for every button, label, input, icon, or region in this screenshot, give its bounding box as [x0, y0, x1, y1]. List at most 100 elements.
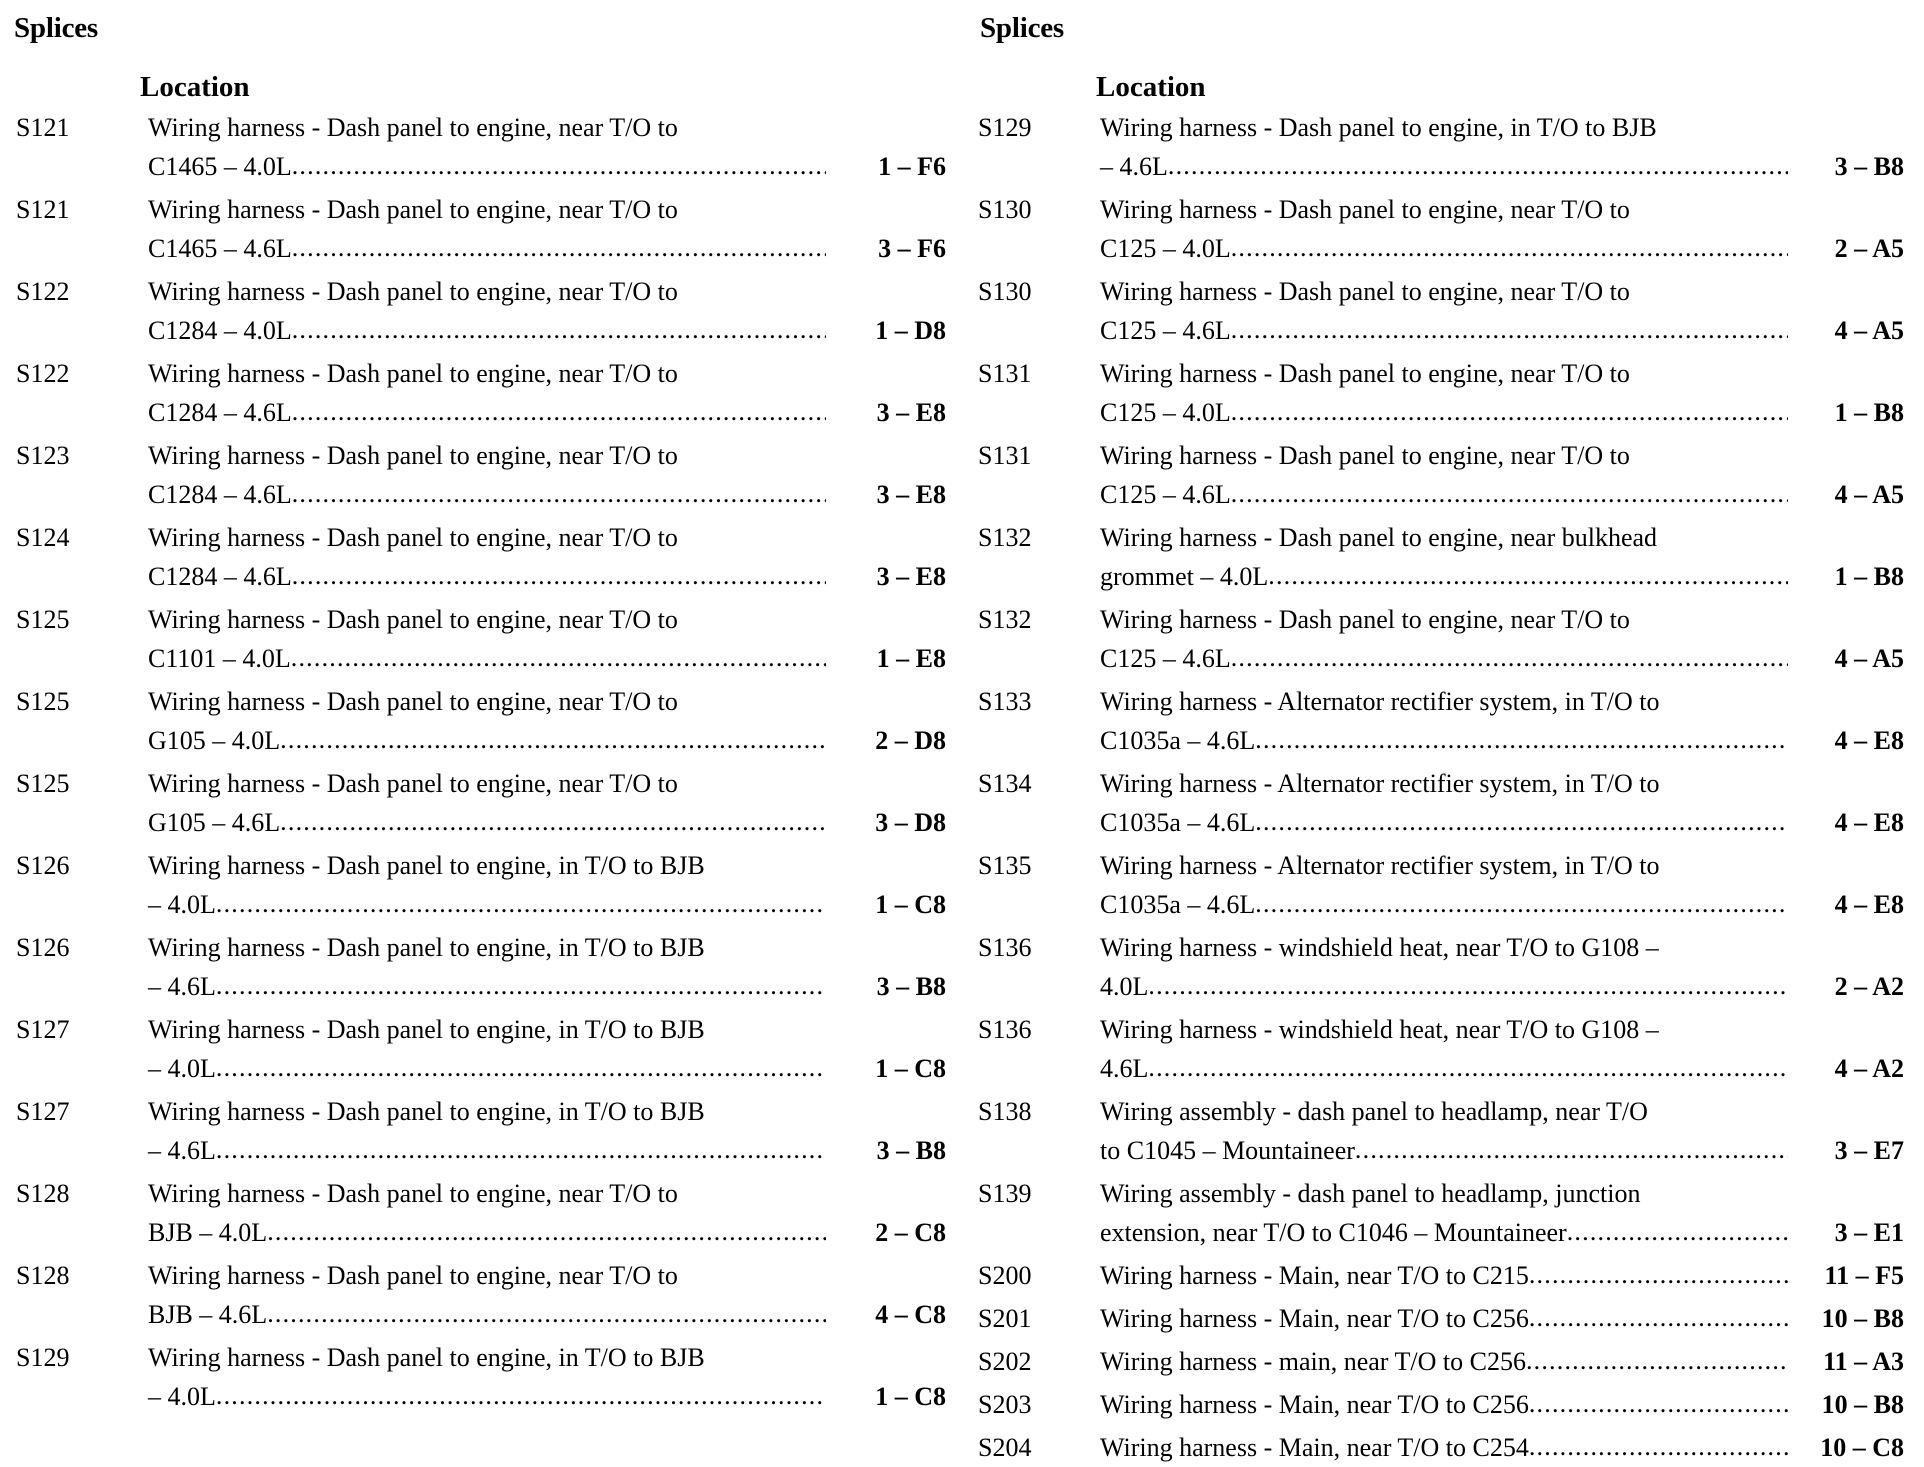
splice-entry-row: S138 Wiring assembly - dash panel to head…	[974, 1092, 1904, 1170]
splice-description-tail: C1465 – 4.0L	[148, 152, 292, 181]
splice-description-line: Wiring harness - Dash panel to engine, i…	[148, 1015, 705, 1044]
splice-description: Wiring harness - Dash panel to engine, n…	[148, 600, 826, 678]
splice-description-line: Wiring harness - Dash panel to engine, n…	[148, 523, 678, 552]
splice-description-tail-row: C1465 – 4.6L............................…	[148, 229, 826, 268]
splice-description-line: Wiring harness - Dash panel to engine, n…	[148, 277, 678, 306]
splice-description-tail-row: 4.0L....................................…	[1100, 967, 1788, 1006]
splice-code: S135	[978, 851, 1032, 880]
splice-entry-row: S200 Wiring harness - Main, near T/O to C…	[974, 1256, 1904, 1295]
dot-leader: ........................................…	[1528, 1432, 1788, 1461]
section-title-splices-right: Splices	[980, 12, 1064, 44]
splice-description: Wiring harness - Dash panel to engine, i…	[148, 1092, 826, 1170]
splice-code: S122	[16, 359, 70, 388]
splice-entry-row: S204 Wiring harness - Main, near T/O to C…	[974, 1428, 1904, 1467]
page-grid-reference: 4 – E8	[1834, 890, 1904, 919]
splice-entry-row: S126 Wiring harness - Dash panel to engin…	[8, 928, 946, 1006]
splice-description: Wiring harness - windshield heat, near T…	[1100, 928, 1788, 1006]
splice-description-tail-row: BJB – 4.0L..............................…	[148, 1213, 826, 1252]
splice-description-tail-row: C1101 – 4.0L............................…	[148, 639, 826, 678]
splice-description: Wiring harness - Dash panel to engine, n…	[148, 682, 826, 760]
page-grid-reference: 3 – E7	[1834, 1136, 1904, 1165]
splice-code: S129	[16, 1343, 70, 1372]
dot-leader: ........................................…	[215, 1053, 826, 1082]
splice-entry-row: S128 Wiring harness - Dash panel to engin…	[8, 1256, 946, 1334]
splice-code: S122	[16, 277, 70, 306]
dot-leader: ........................................…	[1230, 479, 1788, 508]
splice-description-tail-row: C1284 – 4.0L............................…	[148, 311, 826, 350]
splice-description: Wiring harness - windshield heat, near T…	[1100, 1010, 1788, 1088]
dot-leader: ........................................…	[1528, 1389, 1788, 1418]
splice-code: S121	[16, 113, 70, 142]
splice-description-tail-row: – 4.6L..................................…	[1100, 147, 1788, 186]
splice-entry-list-left: S121 Wiring harness - Dash panel to engin…	[8, 108, 946, 1416]
splice-entry-row: S131 Wiring harness - Dash panel to engin…	[974, 436, 1904, 514]
splice-description-tail-row: Wiring harness - Main, near T/O to C215 …	[1100, 1256, 1788, 1295]
splices-column-right: Splices Location S129 Wiring harness - Da…	[962, 12, 1924, 1463]
splice-code: S132	[978, 605, 1032, 634]
splice-description-tail: – 4.6L	[1100, 152, 1168, 181]
page-grid-reference: 3 – E8	[876, 480, 946, 509]
splice-description-tail: G105 – 4.0L	[148, 726, 281, 755]
splice-description-tail-row: G105 – 4.0L.............................…	[148, 721, 826, 760]
splice-description: Wiring harness - Dash panel to engine, i…	[1100, 108, 1788, 186]
page-grid-reference: 1 – C8	[875, 1054, 946, 1083]
dot-leader: ........................................…	[215, 1135, 826, 1164]
splice-description-tail: Wiring harness - Main, near T/O to C256	[1100, 1304, 1529, 1333]
splice-code: S123	[16, 441, 70, 470]
dot-leader: ........................................…	[1268, 561, 1788, 590]
section-title-splices-left: Splices	[14, 12, 98, 44]
splice-entry-row: S136 Wiring harness - windshield heat, ne…	[974, 928, 1904, 1006]
splice-description: Wiring harness - Dash panel to engine, i…	[148, 1338, 826, 1416]
column-header-location-left: Location	[140, 71, 250, 103]
splice-entry-row: S132 Wiring harness - Dash panel to engin…	[974, 518, 1904, 596]
splice-description: Wiring harness - Dash panel to engine, n…	[148, 764, 826, 842]
dot-leader: ........................................…	[1255, 889, 1788, 918]
splice-code: S202	[978, 1347, 1032, 1376]
splice-description-tail: – 4.6L	[148, 1136, 216, 1165]
splice-description-tail: C1035a – 4.6L	[1100, 808, 1256, 837]
splice-description-line: Wiring harness - Dash panel to engine, n…	[148, 1179, 678, 1208]
page-grid-reference: 3 – B8	[876, 972, 946, 1001]
splice-description-tail-row: – 4.0L..................................…	[148, 1049, 826, 1088]
page-grid-reference: 3 – F6	[878, 234, 946, 263]
splice-code: S128	[16, 1179, 70, 1208]
splice-description-tail: Wiring harness - Main, near T/O to C215	[1100, 1261, 1529, 1290]
page-grid-reference: 4 – E8	[1834, 808, 1904, 837]
splice-code: S134	[978, 769, 1032, 798]
splice-description-line: Wiring harness - Dash panel to engine, i…	[148, 851, 705, 880]
splice-entry-row: S130 Wiring harness - Dash panel to engin…	[974, 272, 1904, 350]
page-grid-reference: 3 – E8	[876, 398, 946, 427]
splice-entry-row: S127 Wiring harness - Dash panel to engin…	[8, 1010, 946, 1088]
splice-entry-row: S122 Wiring harness - Dash panel to engin…	[8, 272, 946, 350]
splice-description-tail: C1284 – 4.0L	[148, 316, 292, 345]
splice-description-line: Wiring harness - Dash panel to engine, n…	[148, 769, 678, 798]
page-grid-reference: 3 – E1	[1834, 1218, 1904, 1247]
splice-code: S200	[978, 1261, 1032, 1290]
splice-description: Wiring harness - Dash panel to engine, n…	[148, 436, 826, 514]
splice-code: S203	[978, 1390, 1032, 1419]
splice-description-line: Wiring harness - Dash panel to engine, i…	[148, 1097, 705, 1126]
splice-code: S125	[16, 769, 70, 798]
splice-description: Wiring harness - Dash panel to engine, n…	[148, 518, 826, 596]
splice-description-line: Wiring harness - Dash panel to engine, n…	[1100, 605, 1630, 634]
page-grid-reference: 10 – B8	[1821, 1304, 1904, 1333]
splice-description-tail: C1284 – 4.6L	[148, 480, 292, 509]
splice-description: Wiring harness - Main, near T/O to C256 …	[1100, 1385, 1788, 1424]
page-grid-reference: 3 – B8	[876, 1136, 946, 1165]
splice-description-line: Wiring harness - Dash panel to engine, n…	[148, 195, 678, 224]
splice-description: Wiring harness - Main, near T/O to C254 …	[1100, 1428, 1788, 1467]
splice-description-line: Wiring harness - Dash panel to engine, n…	[1100, 523, 1658, 552]
splice-description-line: Wiring harness - Dash panel to engine, n…	[148, 605, 678, 634]
splice-description-tail-row: – 4.6L..................................…	[148, 1131, 826, 1170]
splice-entry-row: S126 Wiring harness - Dash panel to engin…	[8, 846, 946, 924]
splice-entry-row: S133 Wiring harness - Alternator rectifie…	[974, 682, 1904, 760]
splice-description-tail: C125 – 4.6L	[1100, 480, 1231, 509]
dot-leader: ........................................…	[1230, 315, 1788, 344]
page-grid-reference: 1 – C8	[875, 890, 946, 919]
splice-description-tail-row: – 4.6L..................................…	[148, 967, 826, 1006]
splice-description-tail: 4.0L	[1100, 972, 1149, 1001]
splice-description: Wiring harness - Dash panel to engine, n…	[1100, 600, 1788, 678]
splice-entry-row: S203 Wiring harness - Main, near T/O to C…	[974, 1385, 1904, 1424]
splice-entry-row: S130 Wiring harness - Dash panel to engin…	[974, 190, 1904, 268]
splice-entry-row: S124 Wiring harness - Dash panel to engin…	[8, 518, 946, 596]
